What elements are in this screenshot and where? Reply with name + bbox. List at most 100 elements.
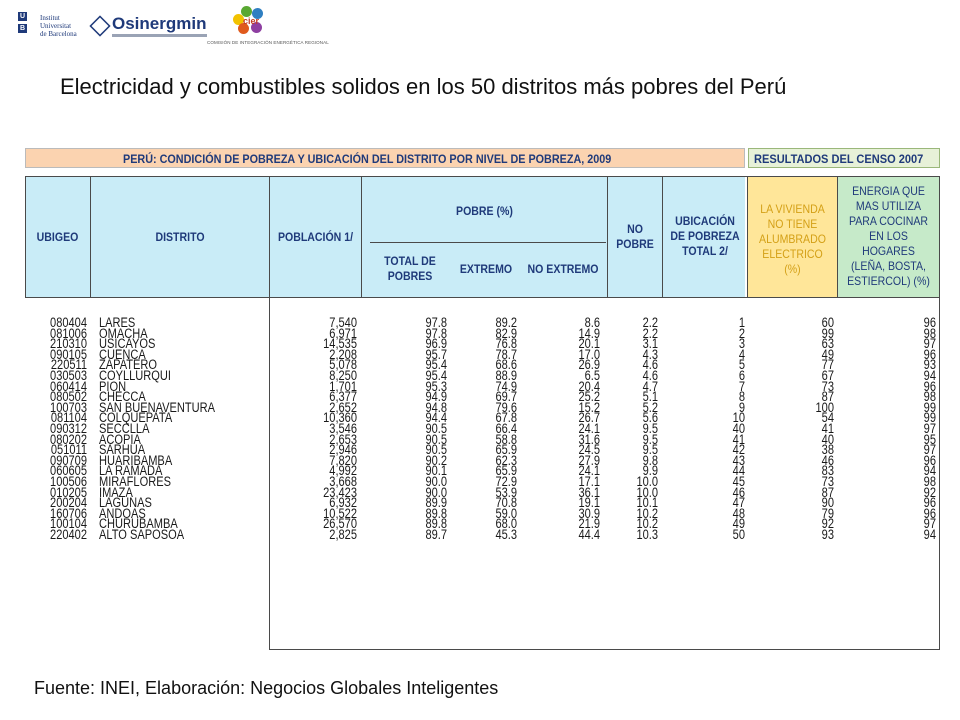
cell-distrito-5: COYLLURQUI [99, 367, 171, 383]
cell-energia-20: 94 [923, 526, 936, 542]
header-pobre: POBRE (%) [456, 204, 513, 218]
cell-energia-15: 98 [923, 473, 936, 489]
col-border-8 [939, 176, 940, 650]
column-ubigeo: 080404 081006 210310 090105 220511 030503 0604… [25, 316, 87, 541]
cell-no-pobre-7: 5.1 [642, 389, 658, 405]
cell-extremo-8: 79.6 [495, 399, 517, 415]
col-border-3 [361, 176, 362, 297]
header-ubigeo: UBIGEO [36, 230, 79, 244]
cell-extremo-18: 59.0 [495, 505, 517, 521]
cell-distrito-15: MIRAFLORES [99, 473, 171, 489]
osinergmin-mark-icon [89, 15, 111, 37]
cell-no-pobre-14: 9.9 [642, 463, 658, 479]
poverty-table: PERÚ: CONDICIÓN DE POBREZA Y UBICACIÓN D… [25, 148, 940, 650]
cell-no-pobre-4: 4.6 [642, 357, 658, 373]
cell-extremo-2: 76.8 [495, 336, 517, 352]
cell-distrito-3: CUENCA [99, 346, 146, 362]
cell-no-pobre-12: 9.5 [642, 442, 658, 458]
header-background-blue [25, 177, 745, 297]
cell-poblacion-5: 8,250 [329, 367, 357, 383]
cell-extremo-12: 65.9 [495, 442, 517, 458]
pobre-divider-rule [370, 242, 606, 243]
cell-extremo-1: 82.9 [495, 325, 517, 341]
cell-ubigeo-5: 030503 [50, 367, 87, 383]
cell-ubicacion-14: 44 [732, 463, 745, 479]
cell-poblacion-10: 3,546 [329, 420, 357, 436]
cell-extremo-11: 58.8 [495, 431, 517, 447]
cell-no-extremo-7: 25.2 [578, 389, 600, 405]
cell-ubigeo-17: 200204 [50, 495, 87, 511]
cell-poblacion-20: 2,825 [329, 526, 357, 542]
osinergmin-logo: Osinergmin [89, 14, 207, 44]
table-band-census: RESULTADOS DEL CENSO 2007 [748, 148, 940, 168]
cell-no-pobre-5: 4.6 [642, 367, 658, 383]
cell-distrito-20: ALTO SAPOSOA [99, 526, 185, 542]
cell-extremo-14: 65.9 [495, 463, 517, 479]
cell-extremo-19: 68.0 [495, 516, 517, 532]
cell-distrito-9: COLQUEPATA [99, 410, 173, 426]
cell-total-pobres-14: 90.1 [425, 463, 447, 479]
cell-ubicacion-10: 40 [732, 420, 745, 436]
cell-ubicacion-20: 50 [732, 526, 745, 542]
cell-energia-19: 97 [923, 516, 936, 532]
cell-no-extremo-8: 15.2 [578, 399, 600, 415]
cell-total-pobres-5: 95.4 [425, 367, 447, 383]
cell-poblacion-7: 6,377 [329, 389, 357, 405]
cell-no-extremo-15: 17.1 [578, 473, 600, 489]
cell-distrito-0: LARES [99, 315, 136, 330]
header-energia: ENERGIA QUE MAS UTILIZA PARA COCINAR EN … [847, 184, 930, 288]
cell-energia-14: 94 [923, 463, 936, 479]
cell-no-extremo-10: 24.1 [578, 420, 600, 436]
cell-energia-7: 98 [923, 389, 936, 405]
slide-title: Electricidad y combustibles solidos en l… [60, 74, 787, 99]
cell-no-extremo-12: 24.5 [578, 442, 600, 458]
cell-ubicacion-3: 4 [738, 346, 745, 362]
column-extremo: 89.2 82.9 76.8 78.7 68.6 88.9 74.9 69.7 79.6 67.8… [445, 316, 517, 541]
cell-no-pobre-17: 10.1 [636, 495, 658, 511]
cell-ubigeo-7: 080502 [50, 389, 87, 405]
cell-no-extremo-2: 20.1 [578, 336, 600, 352]
cell-vivienda-20: 93 [821, 526, 834, 542]
cell-distrito-2: USICAYOS [99, 336, 156, 352]
cell-ubigeo-6: 060414 [50, 378, 87, 394]
cell-no-extremo-18: 30.9 [578, 505, 600, 521]
col-border-5 [662, 176, 663, 297]
col-border-1 [90, 176, 91, 297]
col-border-6 [747, 176, 748, 297]
cell-ubicacion-17: 47 [732, 495, 745, 511]
cell-energia-2: 97 [923, 336, 936, 352]
cell-no-extremo-11: 31.6 [578, 431, 600, 447]
cell-no-pobre-10: 9.5 [642, 420, 658, 436]
cell-ubigeo-3: 090105 [50, 346, 87, 362]
cell-distrito-12: SARHUA [99, 442, 146, 458]
header-background-green [837, 177, 940, 297]
cell-ubicacion-19: 49 [732, 516, 745, 532]
cell-extremo-17: 70.8 [495, 495, 517, 511]
cell-no-pobre-9: 5.6 [642, 410, 658, 426]
col-border-7 [837, 176, 838, 297]
ub-line1: Institut [40, 14, 60, 22]
ub-mark-b: B [18, 24, 27, 33]
cell-vivienda-11: 40 [821, 431, 834, 447]
cell-ubicacion-11: 41 [732, 431, 745, 447]
cell-distrito-16: IMAZA [99, 484, 133, 500]
cell-ubigeo-11: 080202 [50, 431, 87, 447]
cell-extremo-9: 67.8 [495, 410, 517, 426]
cell-distrito-11: ACOPIA [99, 431, 141, 447]
cell-ubigeo-4: 220511 [50, 357, 87, 373]
cell-vivienda-3: 49 [821, 346, 834, 362]
cell-vivienda-5: 67 [821, 367, 834, 383]
cell-distrito-10: SECCLLA [99, 420, 150, 436]
cell-energia-3: 96 [923, 346, 936, 362]
header-ubicacion: UBICACIÓN DE POBREZA TOTAL 2/ [670, 214, 740, 258]
cell-distrito-4: ZAPATERO [99, 357, 158, 373]
cell-vivienda-17: 90 [821, 495, 834, 511]
cell-no-pobre-2: 3.1 [642, 336, 658, 352]
cell-vivienda-7: 87 [821, 389, 834, 405]
cell-energia-10: 97 [923, 420, 936, 436]
cell-total-pobres-20: 89.7 [425, 526, 447, 542]
cell-ubigeo-12: 051011 [50, 442, 87, 458]
cell-vivienda-13: 46 [821, 452, 834, 468]
cell-ubicacion-18: 48 [732, 505, 745, 521]
cell-distrito-13: HUARIBAMBA [99, 452, 173, 468]
